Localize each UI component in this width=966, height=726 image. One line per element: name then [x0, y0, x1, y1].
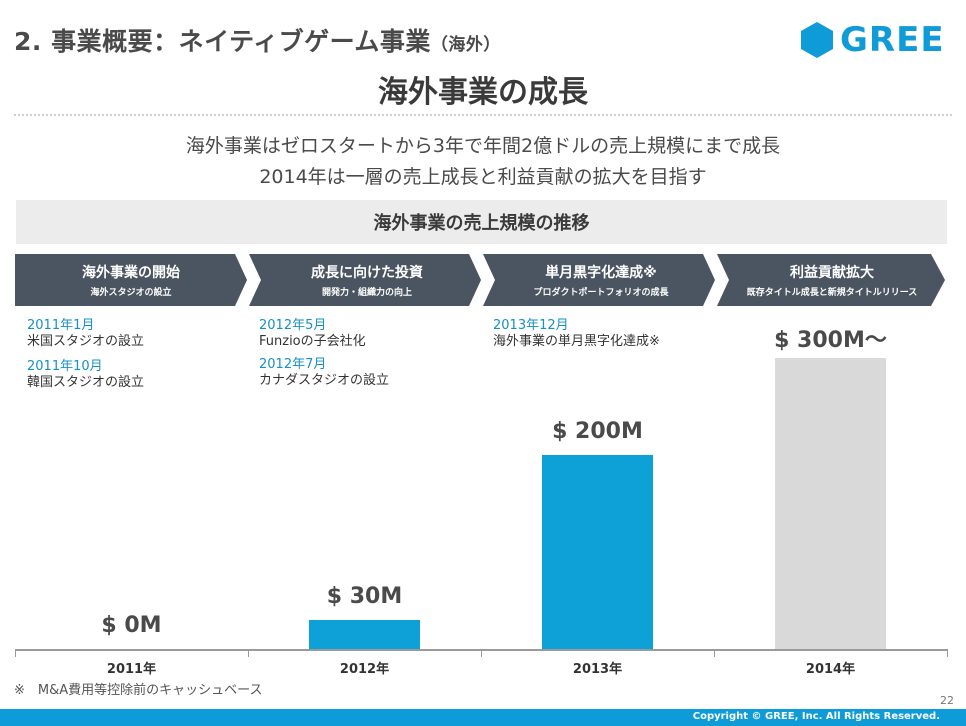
- event-date: 2012年7月: [259, 357, 327, 372]
- section-heading-suffix: （海外）: [430, 35, 501, 55]
- bar-value-label: $ 30M: [326, 584, 403, 609]
- event-item: 2011年10月 韓国スタジオの設立: [27, 359, 144, 391]
- process-flow: 海外事業の開始 海外スタジオの設立 成長に向けた投資 開発力・組織力の向上 単月…: [15, 254, 945, 306]
- process-arrow-3: [483, 254, 715, 306]
- hexagon-logo-icon: [801, 22, 833, 58]
- event-item: 2012年7月 カナダスタジオの設立: [259, 357, 389, 389]
- event-date: 2013年12月: [493, 318, 569, 333]
- process-step-2: 成長に向けた投資 開発力・組織力の向上: [251, 254, 483, 306]
- subtitle-line-2: 2014年は一層の売上成長と利益貢献の拡大を目指す: [259, 166, 707, 188]
- x-axis-label: 2011年: [106, 662, 157, 677]
- section-title-bar: 海外事業の売上規模の推移: [16, 200, 947, 244]
- bar-4: [775, 358, 886, 649]
- bar-2: [309, 620, 420, 649]
- section-title: 海外事業の売上規模の推移: [373, 213, 590, 234]
- process-arrow-2: [249, 254, 481, 306]
- section-heading-main: 2. 事業概要：ネイティブゲーム事業: [14, 27, 431, 56]
- event-date: 2012年5月: [259, 318, 327, 333]
- process-step-title: 単月黒字化達成※: [545, 265, 657, 281]
- event-text: Funzioの子会社化: [259, 334, 366, 349]
- slide-title: 海外事業の成長: [378, 75, 588, 110]
- process-step-4: 利益貢献拡大 既存タイトル成長と新規タイトルリリース: [719, 254, 945, 306]
- process-step-subtitle: プロダクトポートフォリオの成長: [533, 288, 669, 298]
- gree-logo: GREE: [800, 20, 945, 60]
- copyright-text: Copyright © GREE, Inc. All Rights Reserv…: [692, 711, 940, 722]
- event-date: 2011年10月: [27, 359, 103, 374]
- x-axis-tick: [714, 649, 715, 657]
- bar-value-label: $ 200M: [552, 419, 643, 444]
- process-arrow-4: [717, 254, 945, 306]
- x-axis-tick: [947, 649, 948, 657]
- page-number: 22: [940, 694, 954, 707]
- x-axis-label: 2012年: [339, 662, 390, 677]
- process-step-title: 成長に向けた投資: [311, 265, 423, 281]
- logo-text: GREE: [840, 20, 945, 60]
- process-step-3: 単月黒字化達成※ プロダクトポートフォリオの成長: [485, 254, 717, 306]
- process-step-subtitle: 海外スタジオの設立: [90, 288, 172, 298]
- process-step-subtitle: 既存タイトル成長と新規タイトルリリース: [746, 288, 918, 298]
- event-text: 海外事業の単月黒字化達成※: [493, 334, 660, 349]
- x-axis-tick: [481, 649, 482, 657]
- event-item: 2013年12月 海外事業の単月黒字化達成※: [493, 318, 660, 350]
- footer-bar: [0, 709, 966, 726]
- bar-3: [542, 455, 653, 649]
- process-step-subtitle: 開発力・組織力の向上: [321, 288, 412, 298]
- section-heading: 2. 事業概要：ネイティブゲーム事業（海外）: [14, 22, 501, 58]
- process-step-title: 海外事業の開始: [82, 265, 180, 281]
- process-arrow-shapes: [15, 254, 945, 306]
- event-item: 2011年1月 米国スタジオの設立: [27, 318, 144, 350]
- process-step-1: 海外事業の開始 海外スタジオの設立: [15, 254, 247, 306]
- x-axis-label: 2014年: [805, 662, 856, 677]
- x-axis-tick: [248, 649, 249, 657]
- subtitle-line-1: 海外事業はゼロスタートから3年で年間2億ドルの売上規模にまで成長: [185, 135, 781, 157]
- event-date: 2011年1月: [27, 318, 95, 333]
- event-text: 韓国スタジオの設立: [27, 375, 145, 390]
- event-text: 米国スタジオの設立: [27, 334, 145, 349]
- process-arrow-1: [15, 254, 247, 306]
- event-item: 2012年5月 Funzioの子会社化: [259, 318, 366, 350]
- x-axis-label: 2013年: [572, 662, 623, 677]
- bar-value-label: $ 300M〜: [774, 328, 887, 353]
- bar-value-label: $ 0M: [101, 613, 162, 638]
- x-axis-tick: [15, 649, 16, 657]
- process-step-title: 利益貢献拡大: [790, 265, 874, 281]
- footnote: ※ M&A費用等控除前のキャッシュベース: [14, 683, 263, 698]
- header-divider: [14, 114, 952, 116]
- event-text: カナダスタジオの設立: [259, 373, 390, 388]
